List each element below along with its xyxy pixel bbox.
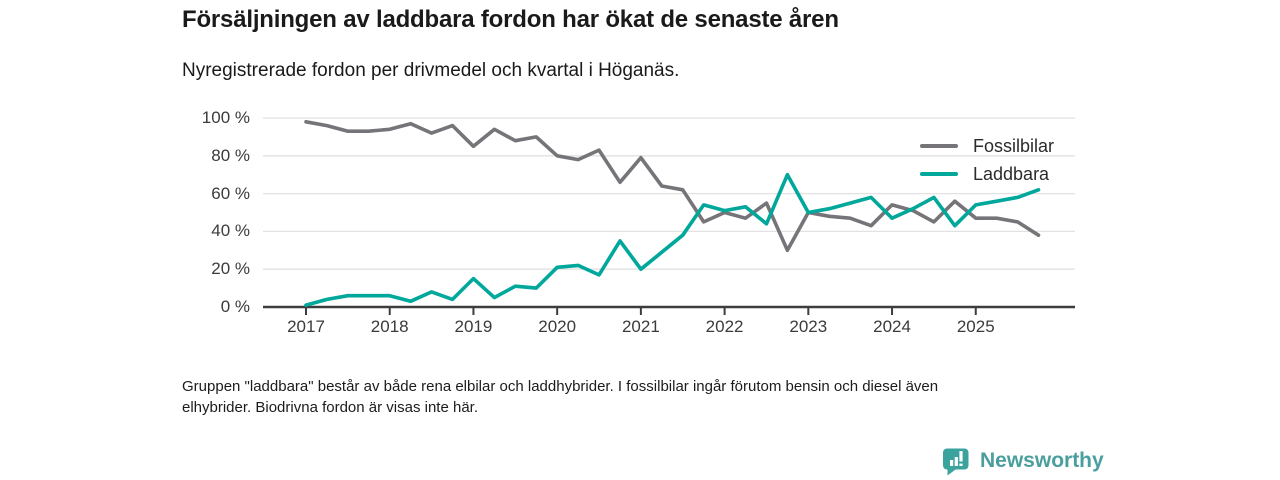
x-axis-label: 2018 (370, 317, 409, 336)
x-axis-label: 2025 (956, 317, 995, 336)
newsworthy-wordmark: Newsworthy (980, 448, 1104, 472)
series-line-fossilbilar (304, 120, 1041, 253)
x-axis-label: 2024 (873, 317, 911, 336)
x-axis-label: 2017 (287, 317, 325, 336)
series-line-laddbara (304, 172, 1041, 307)
chart-legend: Fossilbilar Laddbara (920, 132, 1054, 188)
bar-chart-pin-icon (943, 448, 969, 476)
legend-label-laddbara: Laddbara (973, 163, 1050, 184)
y-axis-label: 0 % (220, 297, 250, 316)
chart-footnote: Gruppen "laddbara" består av både rena e… (182, 376, 1102, 418)
footnote-line-1: Gruppen "laddbara" består av både rena e… (182, 378, 939, 395)
x-axis-label: 2023 (789, 317, 828, 336)
legend-item-fossilbilar: Fossilbilar (920, 132, 1054, 160)
y-axis-label: 40 % (211, 221, 250, 241)
y-axis-label: 100 % (201, 108, 250, 127)
x-axis-label: 2021 (621, 317, 660, 336)
legend-label-fossilbilar: Fossilbilar (973, 135, 1055, 156)
y-axis-label: 20 % (211, 259, 250, 279)
newsworthy-logo[interactable]: Newsworthy (941, 445, 1104, 476)
chart-subtitle: Nyregistrerade fordon per drivmedel och … (182, 60, 680, 81)
y-axis-label: 80 % (211, 145, 250, 165)
legend-swatch-laddbara (920, 172, 958, 176)
legend-item-laddbara: Laddbara (920, 160, 1054, 188)
legend-swatch-fossilbilar (920, 144, 958, 148)
x-axis-label: 2019 (454, 317, 493, 336)
page-title: Försäljningen av laddbara fordon har öka… (182, 6, 839, 33)
x-axis-label: 2020 (538, 317, 577, 336)
y-axis-label: 60 % (211, 183, 250, 203)
footnote-line-2: elhybrider. Biodrivna fordon är visas in… (182, 399, 478, 416)
x-axis-label: 2022 (705, 317, 744, 336)
